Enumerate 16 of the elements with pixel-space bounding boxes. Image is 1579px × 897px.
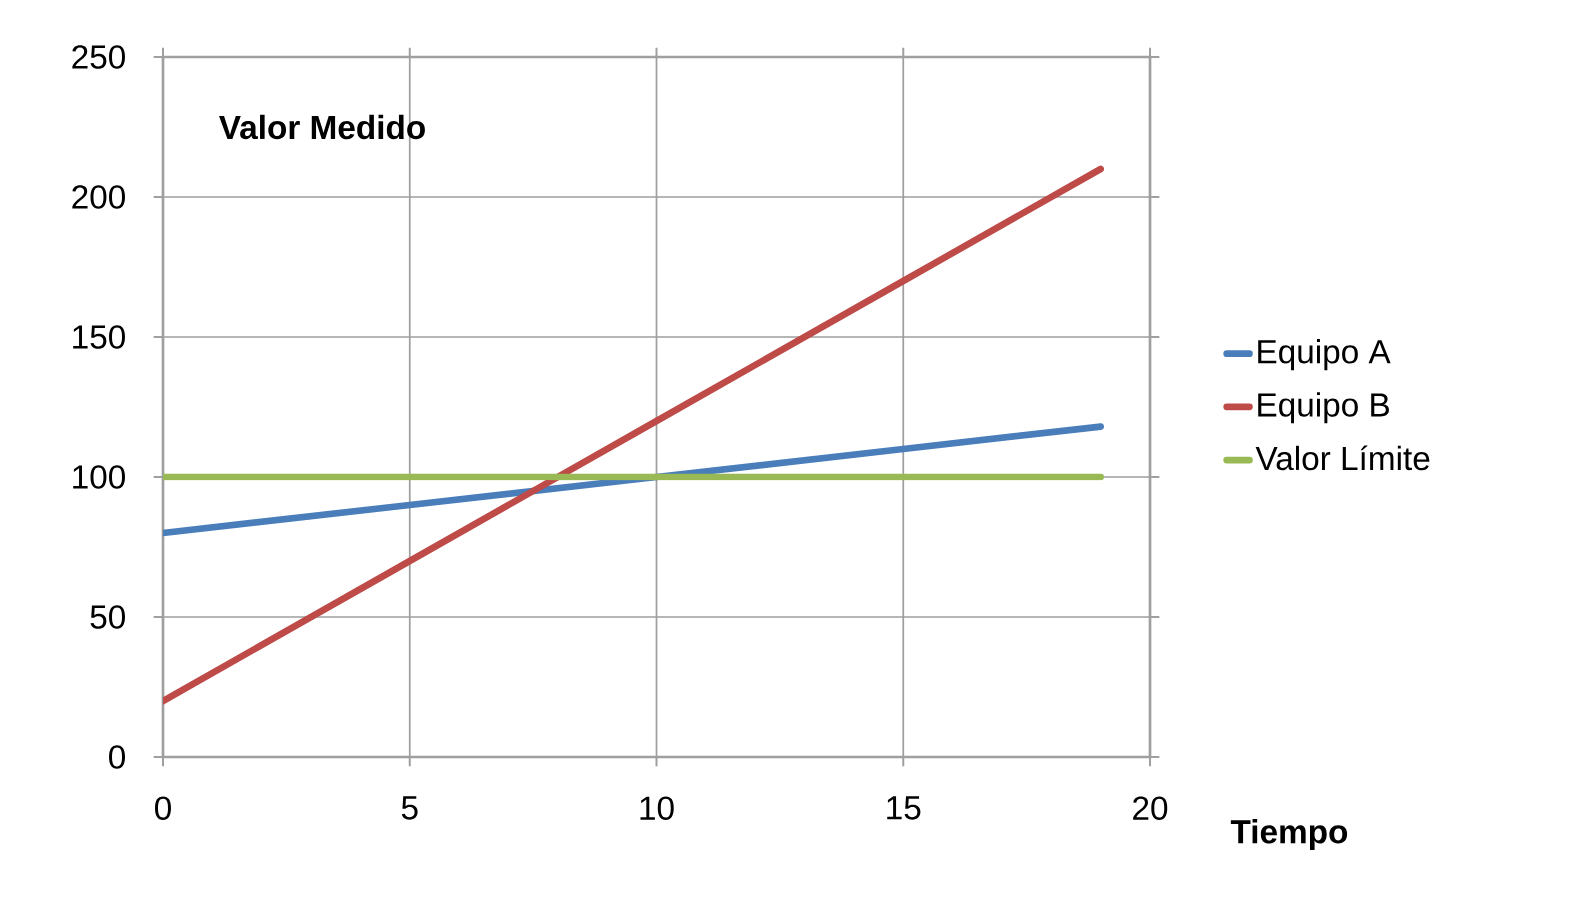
y-tick-label: 50 bbox=[90, 605, 125, 629]
x-tick-label: 10 bbox=[640, 796, 674, 820]
legend-label: Equipo A bbox=[1258, 339, 1391, 371]
legend-label: Valor Límite bbox=[1255, 445, 1430, 471]
x-tick-label: 15 bbox=[887, 796, 921, 820]
y-tick-label: 100 bbox=[73, 465, 125, 489]
y-tick-label: 0 bbox=[109, 745, 125, 769]
x-tick-label: 0 bbox=[155, 796, 171, 820]
y-tick-label: 200 bbox=[72, 185, 125, 209]
x-tick-label: 20 bbox=[1133, 796, 1168, 820]
y-tick-label: 150 bbox=[73, 325, 125, 349]
x-axis-title: Tiempo bbox=[1230, 819, 1348, 851]
legend-label: Equipo B bbox=[1258, 392, 1389, 424]
x-tick-label: 5 bbox=[401, 796, 418, 820]
y-axis-title: Valor Medido bbox=[219, 114, 425, 140]
y-tick-label: 250 bbox=[72, 45, 125, 69]
